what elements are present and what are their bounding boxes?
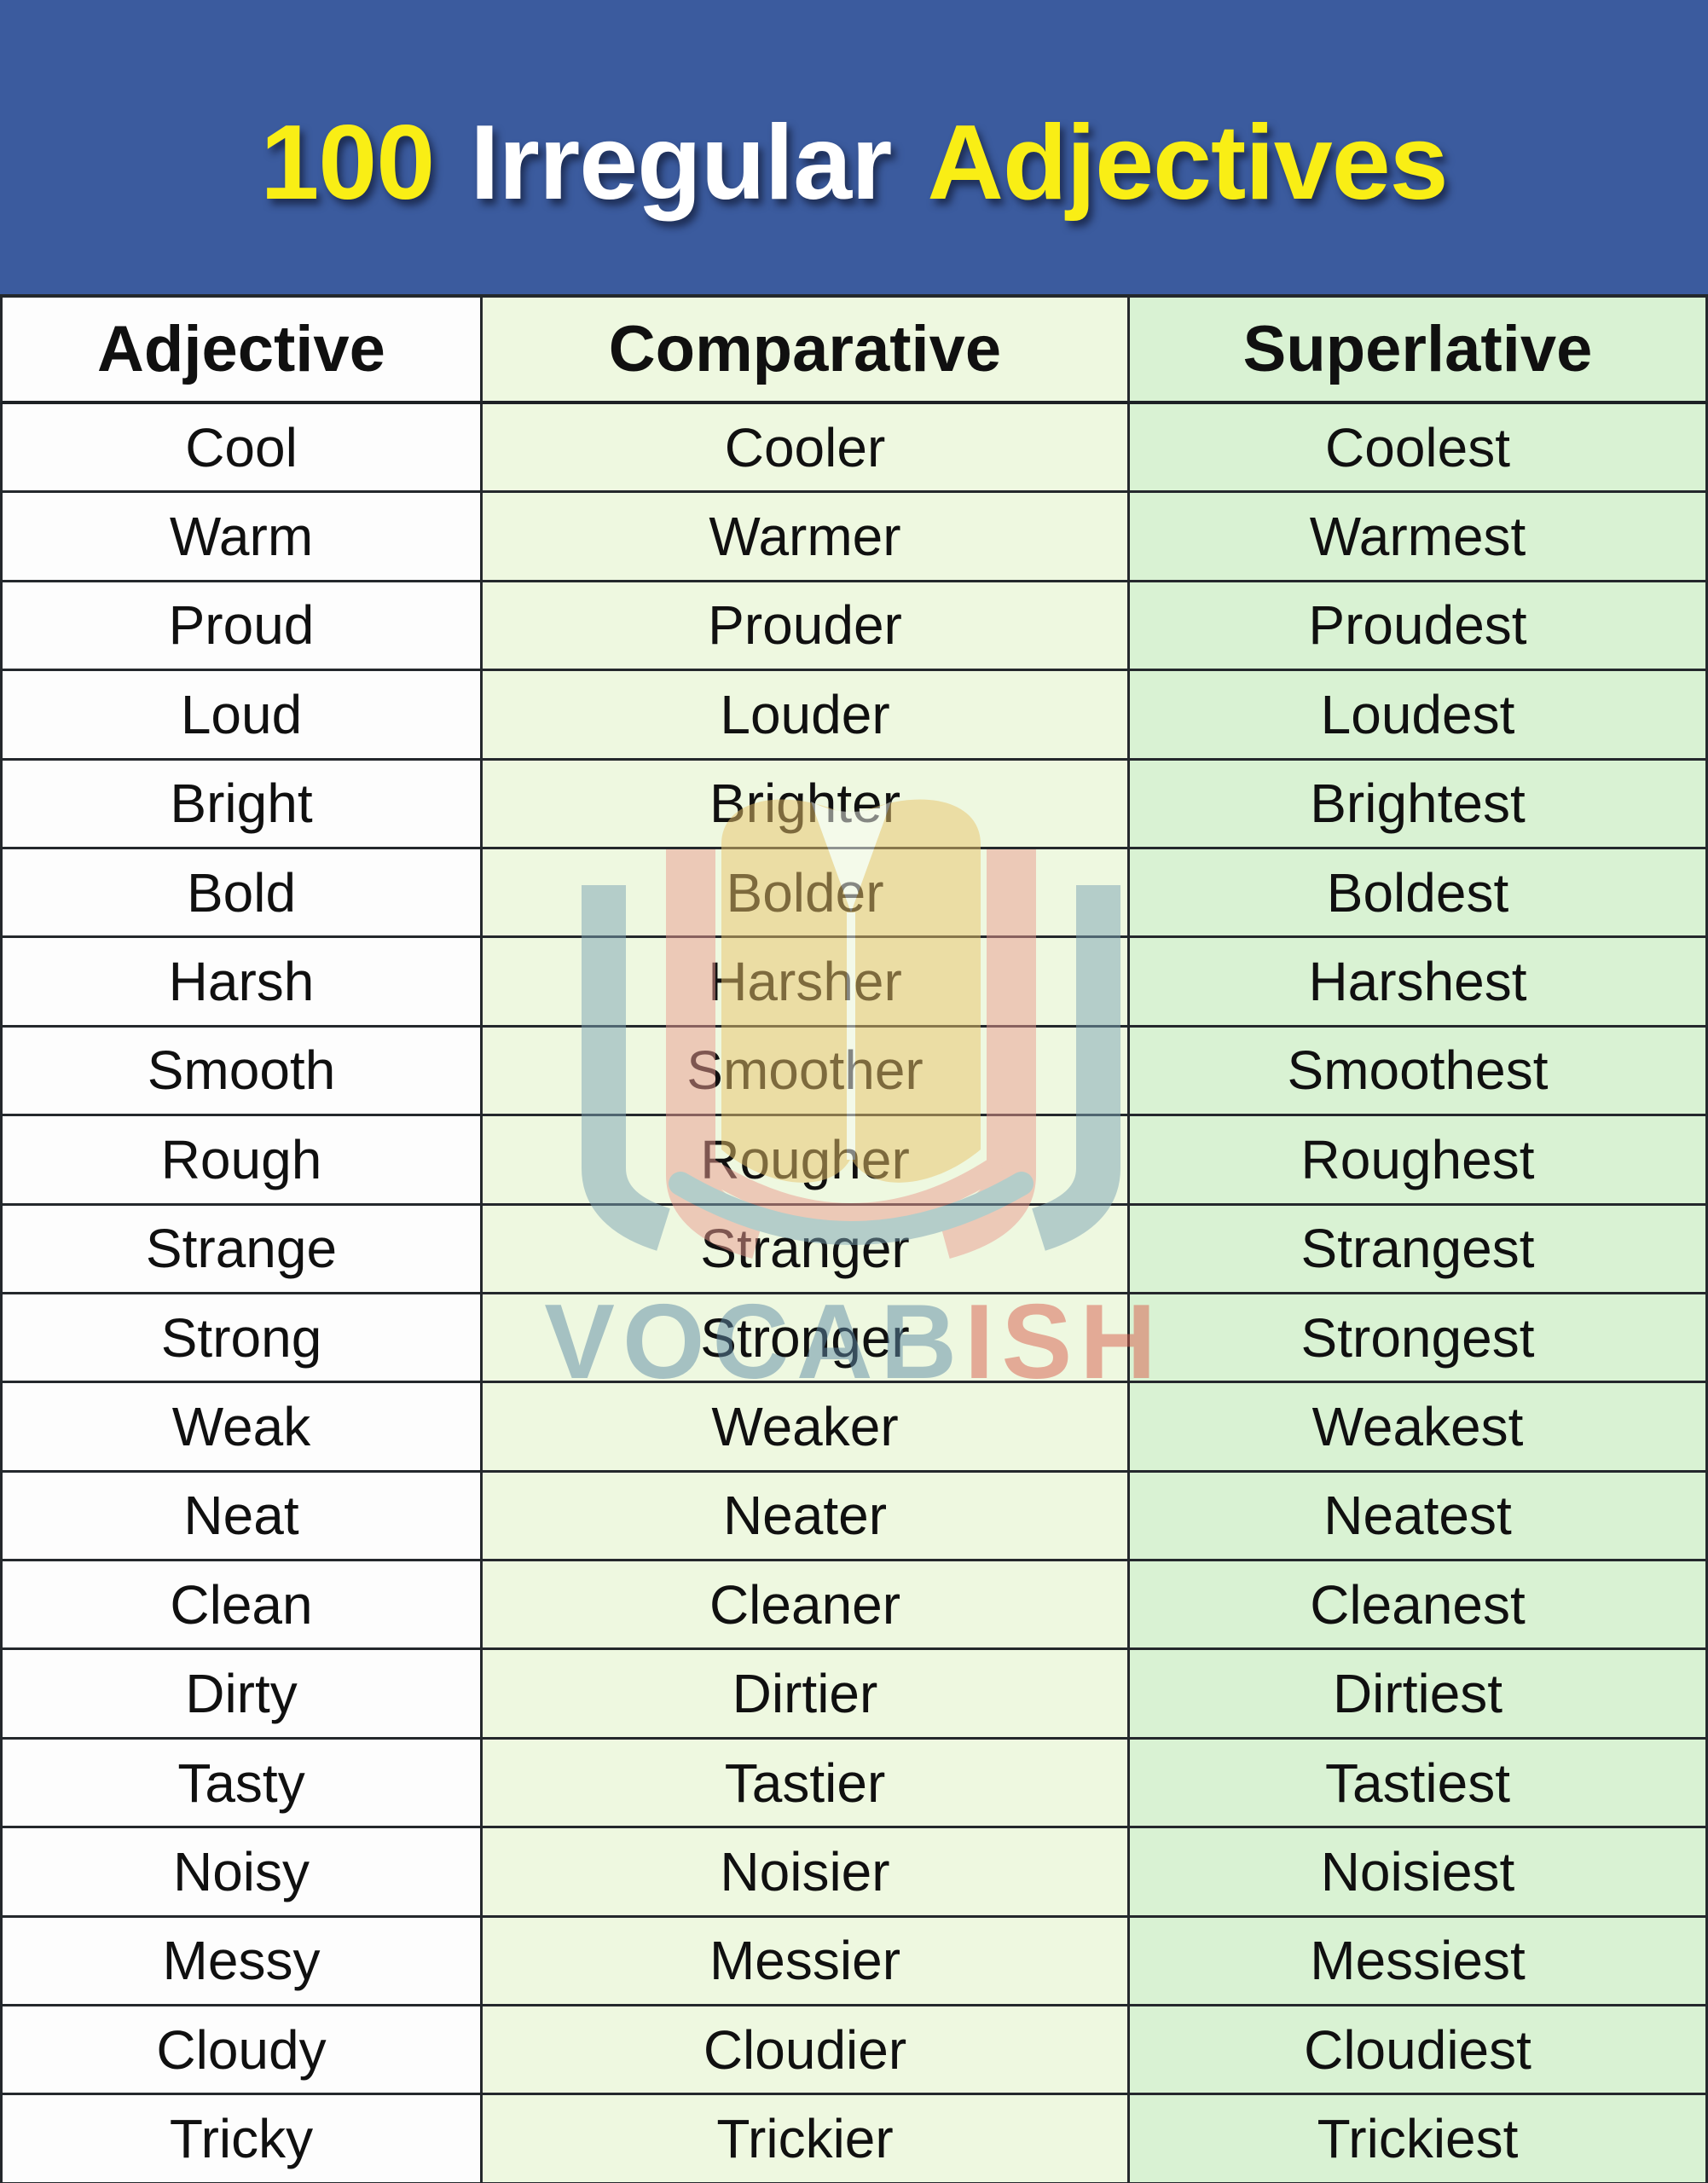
cell-adjective: Tricky [0,2095,483,2183]
cell-comparative: Weaker [483,1383,1130,1473]
cell-comparative: Rougher [483,1116,1130,1206]
cell-adjective: Strong [0,1294,483,1384]
page-title: 100 Irregular Adjectives [260,72,1448,223]
cell-adjective: Strange [0,1205,483,1294]
cell-comparative: Smoother [483,1027,1130,1117]
cell-superlative: Strongest [1130,1294,1708,1384]
cell-superlative: Roughest [1130,1116,1708,1206]
cell-adjective: Dirty [0,1650,483,1740]
cell-comparative: Trickier [483,2095,1130,2183]
cell-comparative: Tastier [483,1739,1130,1829]
cell-comparative: Noisier [483,1828,1130,1918]
cell-comparative: Bolder [483,848,1130,939]
cell-adjective: Noisy [0,1828,483,1918]
cell-superlative: Weakest [1130,1383,1708,1473]
cell-superlative: Cloudiest [1130,2006,1708,2096]
cell-comparative: Brighter [483,760,1130,849]
cell-superlative: Smoothest [1130,1027,1708,1117]
column-header-superlative: Superlative [1130,298,1708,404]
cell-superlative: Tastiest [1130,1739,1708,1829]
cell-superlative: Coolest [1130,404,1708,494]
cell-comparative: Cloudier [483,2006,1130,2096]
cell-superlative: Dirtiest [1130,1650,1708,1740]
adjectives-table: Adjective Comparative Superlative Cool Coole… [0,294,1708,2183]
cell-superlative: Strangest [1130,1205,1708,1294]
cell-comparative: Dirtier [483,1650,1130,1740]
cell-comparative: Harsher [483,938,1130,1028]
cell-adjective: Neat [0,1472,483,1562]
cell-adjective: Cool [0,404,483,494]
cell-comparative: Cooler [483,404,1130,494]
cell-superlative: Noisiest [1130,1828,1708,1918]
cell-comparative: Stranger [483,1205,1130,1294]
cell-adjective: Bright [0,760,483,849]
cell-adjective: Smooth [0,1027,483,1117]
cell-comparative: Messier [483,1917,1130,2007]
cell-superlative: Harshest [1130,938,1708,1028]
column-header-comparative: Comparative [483,298,1130,404]
cell-adjective: Messy [0,1917,483,2007]
cell-adjective: Loud [0,671,483,761]
cell-adjective: Warm [0,493,483,582]
cell-superlative: Loudest [1130,671,1708,761]
cell-comparative: Cleaner [483,1561,1130,1651]
cell-superlative: Boldest [1130,848,1708,939]
title-banner: 100 Irregular Adjectives [0,0,1708,294]
table-container: Adjective Comparative Superlative Cool Coole… [0,294,1708,2183]
cell-comparative: Warmer [483,493,1130,582]
cell-adjective: Weak [0,1383,483,1473]
cell-superlative: Trickiest [1130,2095,1708,2183]
title-number: 100 [260,103,435,222]
cell-superlative: Neatest [1130,1472,1708,1562]
cell-adjective: Harsh [0,938,483,1028]
title-word-irregular: Irregular [470,103,892,222]
cell-adjective: Rough [0,1116,483,1206]
cell-comparative: Prouder [483,582,1130,672]
cell-comparative: Neater [483,1472,1130,1562]
cell-superlative: Messiest [1130,1917,1708,2007]
column-header-adjective: Adjective [0,298,483,404]
cell-superlative: Proudest [1130,582,1708,672]
cell-superlative: Cleanest [1130,1561,1708,1651]
cell-comparative: Stronger [483,1294,1130,1384]
cell-comparative: Louder [483,671,1130,761]
title-word-adjectives: Adjectives [927,103,1448,222]
cell-superlative: Brightest [1130,760,1708,849]
cell-adjective: Cloudy [0,2006,483,2096]
cell-adjective: Tasty [0,1739,483,1829]
cell-adjective: Bold [0,848,483,939]
cell-adjective: Clean [0,1561,483,1651]
cell-superlative: Warmest [1130,493,1708,582]
cell-adjective: Proud [0,582,483,672]
